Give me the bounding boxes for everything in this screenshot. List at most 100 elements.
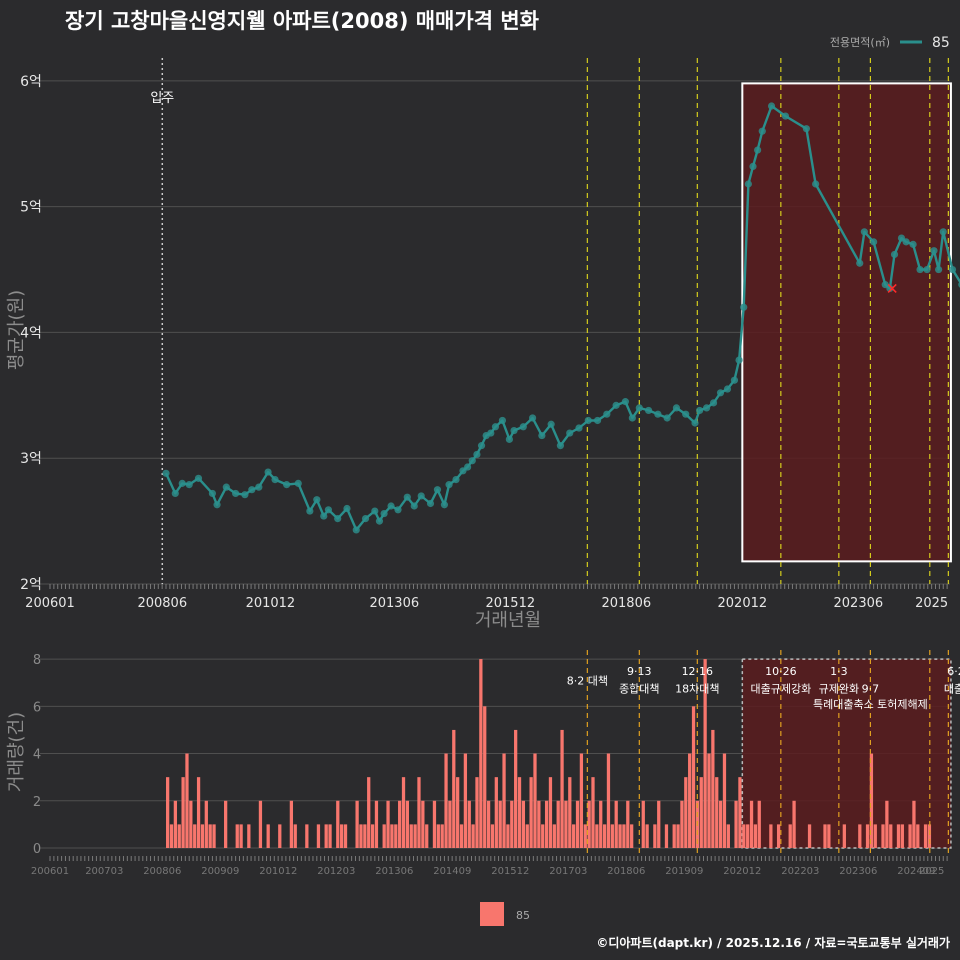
price-legend-entry: 85: [932, 35, 950, 51]
volume-bar: [575, 800, 580, 848]
price-x-axis-title: 거래년월: [475, 610, 541, 631]
volume-bar: [386, 800, 390, 848]
volume-bar: [618, 824, 622, 848]
volume-bar: [517, 777, 522, 848]
volume-bar: [572, 824, 576, 848]
volume-bar: [212, 824, 216, 848]
volume-bar: [181, 777, 185, 848]
policy-event-label: 12·16: [682, 665, 714, 678]
volume-bar: [471, 824, 475, 848]
volume-bar: [425, 824, 429, 848]
volume-bar: [413, 824, 417, 848]
volume-bar: [359, 824, 363, 848]
price-x-tick-label: 201512: [485, 596, 535, 611]
price-y-axis-title: 평균가(원): [6, 290, 27, 370]
volume-bar: [475, 777, 479, 848]
volume-x-tick-label: 200909: [201, 866, 239, 877]
volume-bar: [630, 824, 634, 848]
volume-bar: [289, 800, 294, 848]
price-x-tick-label: 202306: [834, 596, 884, 611]
volume-bar: [552, 824, 556, 848]
volume-bar: [885, 800, 889, 848]
volume-bar: [278, 824, 282, 848]
volume-x-tick-label: 201806: [607, 866, 645, 877]
volume-bar: [490, 824, 495, 848]
volume-bar: [421, 800, 425, 848]
price-x-tick-label: 201012: [246, 596, 296, 611]
volume-bar: [626, 800, 630, 848]
cancel-marker: [887, 283, 897, 293]
volume-bar: [316, 824, 321, 848]
volume-bar: [370, 824, 375, 848]
price-legend-title: 전용면적(㎡): [830, 36, 890, 49]
volume-bar: [776, 824, 781, 848]
volume-bar: [173, 800, 178, 848]
volume-bar: [599, 800, 603, 848]
price-line: [164, 104, 960, 532]
volume-bar: [699, 777, 703, 848]
volume-bar: [657, 800, 661, 848]
volume-bar: [583, 824, 587, 848]
volume-bar: [614, 800, 618, 848]
policy-event-label: 1·3: [830, 665, 848, 678]
volume-bar: [459, 824, 464, 848]
volume-bar: [463, 753, 468, 848]
volume-x-tick-label: 201409: [433, 866, 471, 877]
volume-bar: [560, 729, 564, 848]
volume-bar: [923, 824, 928, 848]
volume-bar: [193, 824, 197, 848]
volume-bar: [691, 706, 696, 848]
volume-bar: [394, 824, 398, 848]
price-legend: 전용면적(㎡) 85: [830, 35, 950, 51]
volume-x-tick-label: 202203: [781, 866, 819, 877]
volume-bar: [889, 824, 893, 848]
volume-bar: [927, 824, 932, 848]
volume-bar: [541, 824, 545, 848]
volume-bar: [873, 824, 877, 848]
volume-bar: [842, 824, 846, 848]
volume-policy-annotations: 8·2 대책 9·13 종합대책 12·16 18차대책 10·26 대출규제강화 1·3 규제…: [567, 665, 960, 711]
policy-event-label: 특례대출축소 토허제해제: [813, 697, 928, 711]
volume-bar: [479, 659, 483, 848]
volume-bar: [746, 824, 750, 848]
volume-x-tick-label: 200806: [143, 866, 181, 877]
volume-y-tick-label: 8: [33, 653, 41, 668]
volume-bar: [401, 777, 406, 848]
volume-bar: [827, 824, 831, 848]
volume-bar: [591, 777, 595, 848]
move-in-label: 입주: [150, 91, 174, 106]
volume-highlight-rect: [741, 658, 952, 849]
volume-bar: [548, 777, 553, 848]
volume-bar: [436, 824, 440, 848]
volume-bar: [664, 824, 669, 848]
volume-bar: [456, 777, 460, 848]
policy-event-label: 대출규제강화: [750, 683, 811, 696]
volume-bar: [224, 800, 228, 848]
volume-bar: [510, 800, 514, 848]
policy-event-label: 18차대책: [675, 683, 719, 696]
volume-x-tick-label: 200703: [85, 866, 123, 877]
volume-x-tick-label: 201012: [259, 866, 297, 877]
policy-event-label: 6·27: [947, 665, 960, 678]
volume-bar: [409, 824, 413, 848]
volume-bar: [769, 824, 773, 848]
volume-bar: [405, 800, 410, 848]
volume-bar: [169, 824, 174, 848]
volume-bar: [711, 729, 715, 848]
volume-bar: [498, 800, 502, 848]
volume-bar: [610, 824, 614, 848]
volume-bar: [529, 777, 533, 848]
policy-event-label: 종합대책: [619, 683, 659, 696]
volume-bar: [324, 824, 328, 848]
price-y-tick-label: 4억: [20, 325, 42, 341]
volume-bar: [734, 800, 738, 848]
price-y-tick-label: 3억: [20, 451, 42, 467]
volume-bar: [564, 800, 568, 848]
volume-bar: [355, 800, 359, 848]
price-y-tick-label: 2억: [20, 577, 42, 593]
price-y-ticks: 2억 3억 4억 5억 6억: [20, 74, 42, 593]
volume-bar: [448, 800, 452, 848]
volume-bar: [177, 824, 181, 848]
volume-bar: [568, 777, 572, 848]
volume-bar: [486, 800, 491, 848]
